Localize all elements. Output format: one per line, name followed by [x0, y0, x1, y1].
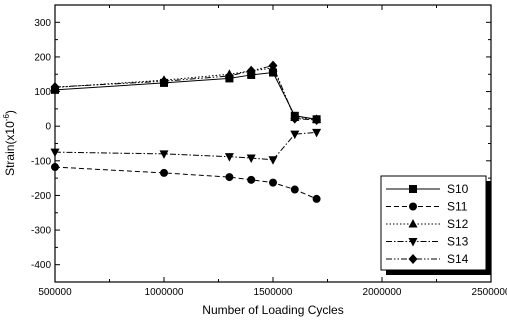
x-tick-label: 500000: [38, 287, 72, 298]
data-point-s14: [50, 82, 60, 93]
data-point-s14: [290, 113, 300, 124]
legend-label-s11: S11: [447, 200, 468, 214]
data-point-s14: [312, 114, 322, 125]
legend-label-s13: S13: [447, 235, 469, 249]
series-line-s13: [54, 131, 317, 161]
x-tick-label: 1500000: [254, 287, 293, 298]
series-layer: [50, 60, 322, 203]
data-point-s14: [159, 76, 169, 87]
data-point-s14: [246, 65, 256, 76]
legend-marker-s13: [408, 238, 418, 247]
legend-marker-s10: [409, 185, 417, 193]
data-point-s14: [268, 60, 278, 71]
y-tick-label: 0: [45, 122, 51, 133]
data-point-s13: [159, 150, 169, 159]
data-point-s13: [312, 128, 322, 138]
series-line-s10: [54, 71, 317, 120]
y-tick-label: -100: [31, 156, 51, 167]
data-point-s11: [225, 173, 234, 182]
x-axis-title: Number of Loading Cycles: [202, 303, 343, 317]
y-tick-label: 300: [34, 18, 51, 29]
legend-label-s14: S14: [447, 252, 469, 266]
y-tick-label: -400: [31, 260, 51, 271]
data-point-s13: [246, 154, 256, 164]
x-tick-label: 1000000: [145, 287, 184, 298]
data-point-s13: [224, 153, 234, 162]
legend-marker-s11: [409, 202, 417, 211]
y-tick-label: -300: [31, 226, 51, 237]
legend-box: [380, 175, 487, 271]
data-point-s10: [269, 68, 277, 77]
data-point-s11: [51, 163, 59, 172]
legend-marker-s14: [408, 254, 418, 264]
series-line-s11: [54, 166, 317, 200]
data-point-s13: [290, 130, 300, 140]
x-tick-label: 2500000: [472, 287, 507, 298]
data-point-s11: [247, 175, 256, 184]
y-axis-title-main: Strain(x10: [3, 121, 17, 176]
y-axis-title-close: ): [3, 110, 17, 114]
legend-label-s12: S12: [447, 217, 469, 231]
y-tick-label: 200: [34, 52, 51, 63]
data-point-s11: [269, 178, 277, 187]
x-tick-label: 2000000: [363, 287, 402, 298]
data-point-s11: [160, 168, 168, 177]
data-point-s11: [312, 194, 321, 203]
legend-label-s10: S10: [447, 182, 469, 196]
data-point-s11: [290, 185, 299, 194]
data-point-s13: [50, 148, 60, 158]
x-axis: 500000 1000000 1500000 2000000 2500000: [38, 5, 507, 298]
y-axis-title: Strain(x10-6): [2, 110, 17, 176]
y-axis-title-superscript: -6: [2, 114, 11, 122]
y-tick-label: 100: [34, 87, 51, 98]
data-point-s14: [224, 70, 234, 81]
series-line-s14: [54, 65, 317, 121]
legend-marker-s12: [408, 219, 418, 228]
data-point-s13: [268, 156, 278, 165]
y-tick-label: -200: [31, 191, 51, 202]
legend: S10 S11 S12 S13 S14: [380, 175, 491, 275]
